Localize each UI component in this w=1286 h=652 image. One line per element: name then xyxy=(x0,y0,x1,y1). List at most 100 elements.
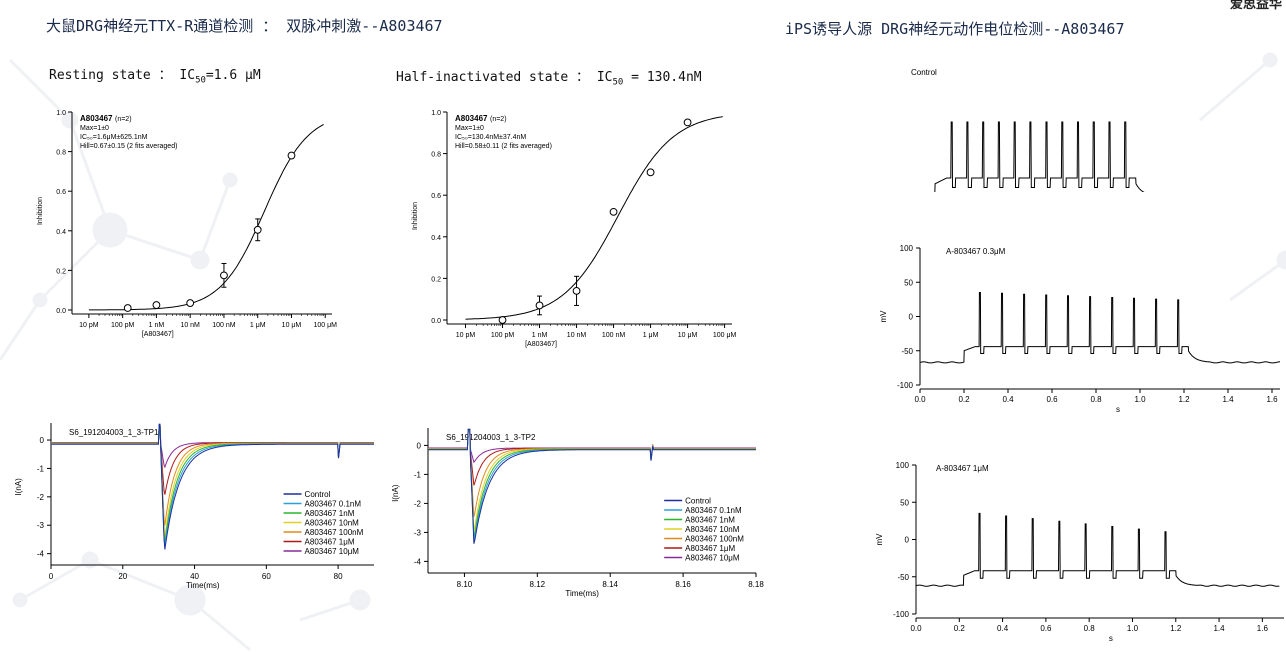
x-tick-label: 10 nM xyxy=(567,332,587,339)
trace-label: Control xyxy=(911,68,937,77)
dose-response-chart-half: 0.0 0.2 0.4 0.6 0.8 1.0 10 pM 100 pM 1 nM 10 nM 10… xyxy=(412,110,737,348)
current-trace-chart-tp2: 0 -1 -2 -3 -4 8.10 8.12 8.14 8.16 8.18 Time(ms) I(n… xyxy=(391,428,764,598)
resting-state-label: Resting state ： IC50=1.6 μM xyxy=(49,64,261,86)
x-tick-label: 0.4 xyxy=(1002,395,1014,404)
current-trace-chart-tp1: 0 -1 -2 -3 -4 0 20 40 60 80 Time(ms) I(nA) S6_191204… xyxy=(15,423,374,590)
x-tick-label: 80 xyxy=(334,572,343,581)
legend-label: Control xyxy=(685,497,711,506)
x-tick-label: 10 μM xyxy=(678,332,698,339)
data-point xyxy=(646,168,655,177)
current-trace xyxy=(51,423,374,550)
legend-label: A803467 10nM xyxy=(685,525,740,534)
fit-curve xyxy=(465,116,723,320)
x-axis-label: s xyxy=(1109,634,1113,643)
trace-label: A-803467 0.3μM xyxy=(946,247,1006,256)
x-tick-label: 10 nM xyxy=(180,322,200,329)
legend-max: Max=1±0 xyxy=(455,125,484,132)
chart-title: S6_191204003_1_3-TP2 xyxy=(446,433,536,442)
y-tick-label: -50 xyxy=(897,573,909,582)
x-tick-label: 0.8 xyxy=(1084,624,1096,633)
data-point xyxy=(253,225,262,234)
data-point xyxy=(572,286,581,295)
y-tick-label: 0.4 xyxy=(56,229,66,236)
legend-label: A803467 0.1nM xyxy=(685,506,742,515)
half-ic50-sub: 50 xyxy=(612,77,624,88)
legend-label: A803467 10μM xyxy=(305,547,360,556)
x-tick-label: 0.6 xyxy=(1046,395,1058,404)
y-tick-label: 0.6 xyxy=(56,189,66,196)
x-tick-label: 0 xyxy=(49,572,54,581)
y-tick-label: 0 xyxy=(909,313,914,322)
y-tick-label: -2 xyxy=(37,493,45,502)
y-axis-label: I(nA) xyxy=(391,484,400,502)
half-ic50-value: = 130.4nM xyxy=(623,70,702,85)
y-tick-label: -3 xyxy=(414,528,422,537)
legend-n: (n=2) xyxy=(115,116,132,123)
x-axis-label: [A803467] xyxy=(525,341,557,348)
x-axis-label: Time(ms) xyxy=(565,589,599,598)
data-point xyxy=(609,207,618,216)
y-tick-label: 0 xyxy=(905,536,910,545)
current-trace xyxy=(428,428,756,544)
fit-curve xyxy=(88,124,324,311)
y-tick-label: 0.4 xyxy=(431,235,441,242)
x-tick-label: 100 pM xyxy=(491,332,515,339)
legend-max: Max=1±0 xyxy=(80,125,109,132)
action-potential-control: Control xyxy=(911,68,1145,192)
y-tick-label: 100 xyxy=(896,461,910,470)
dose-response-chart-resting: 0.0 0.2 0.4 0.6 0.8 1.0 10 pM 100 pM 1 nM 10 nM 10… xyxy=(37,110,337,338)
half-label: Half-inactivated state ： xyxy=(396,70,590,85)
y-tick-label: -4 xyxy=(414,557,422,566)
y-tick-label: 0.8 xyxy=(56,150,66,157)
resting-ic50: IC xyxy=(179,68,196,83)
x-tick-label: 100 nM xyxy=(602,332,626,339)
corner-text: 爱思益华 xyxy=(1229,0,1282,12)
ap-trace xyxy=(934,121,1145,192)
x-tick-label: 10 pM xyxy=(79,322,99,329)
x-tick-label: 1 nM xyxy=(149,322,165,329)
data-point xyxy=(152,301,161,309)
y-tick-label: 1.0 xyxy=(56,110,66,117)
legend-label: A803467 10μM xyxy=(685,554,740,563)
resting-ic50-value: =1.6 μM xyxy=(205,68,261,83)
x-tick-label: 1.2 xyxy=(1178,395,1190,404)
x-tick-label: 0.8 xyxy=(1090,395,1102,404)
x-tick-label: 8.18 xyxy=(748,580,764,589)
x-tick-label: 1.0 xyxy=(1127,624,1139,633)
legend-compound: A803467 xyxy=(455,114,488,123)
x-tick-label: 1.4 xyxy=(1222,395,1234,404)
half-state-label: Half-inactivated state ： IC50 = 130.4nM xyxy=(396,66,702,88)
legend-label: A803467 100nM xyxy=(685,535,744,544)
legend-hill: Hill=0.58±0.11 (2 fits averaged) xyxy=(455,143,552,150)
x-tick-label: 40 xyxy=(190,572,199,581)
y-tick-label: -50 xyxy=(901,347,913,356)
data-point xyxy=(535,301,544,310)
y-axis-label: Inhibition xyxy=(37,197,44,225)
x-axis-label: s xyxy=(1116,405,1120,414)
x-tick-label: 0.6 xyxy=(1040,624,1052,633)
data-point xyxy=(683,118,692,127)
y-tick-label: -100 xyxy=(893,610,910,619)
data-point xyxy=(220,271,228,280)
y-tick-label: 0.8 xyxy=(431,152,441,159)
half-ic50: IC xyxy=(596,70,613,85)
resting-ic50-sub: 50 xyxy=(195,75,206,86)
legend-label: A803467 1nM xyxy=(305,509,355,518)
data-point xyxy=(186,299,195,307)
x-tick-label: 20 xyxy=(118,572,127,581)
x-tick-label: 1.2 xyxy=(1170,624,1182,633)
chart-title: S6_191204003_1_3-TP1 xyxy=(69,428,159,437)
legend-ic50: IC₅₀=130.4nM±37.4nM xyxy=(455,134,526,141)
legend-label: A803467 1μM xyxy=(305,538,355,547)
y-tick-label: 0 xyxy=(40,436,45,445)
ap-trace xyxy=(919,292,1280,364)
x-tick-label: 60 xyxy=(262,572,271,581)
y-tick-label: 0.2 xyxy=(56,268,66,275)
left-section-title: 大鼠DRG神经元TTX-R通道检测 ： 双脉冲刺激--A803467 xyxy=(46,17,443,35)
x-tick-label: 8.10 xyxy=(457,580,473,589)
x-tick-label: 1 nM xyxy=(532,332,548,339)
x-tick-label: 100 μM xyxy=(713,332,737,339)
legend-compound: A803467 xyxy=(80,114,113,123)
